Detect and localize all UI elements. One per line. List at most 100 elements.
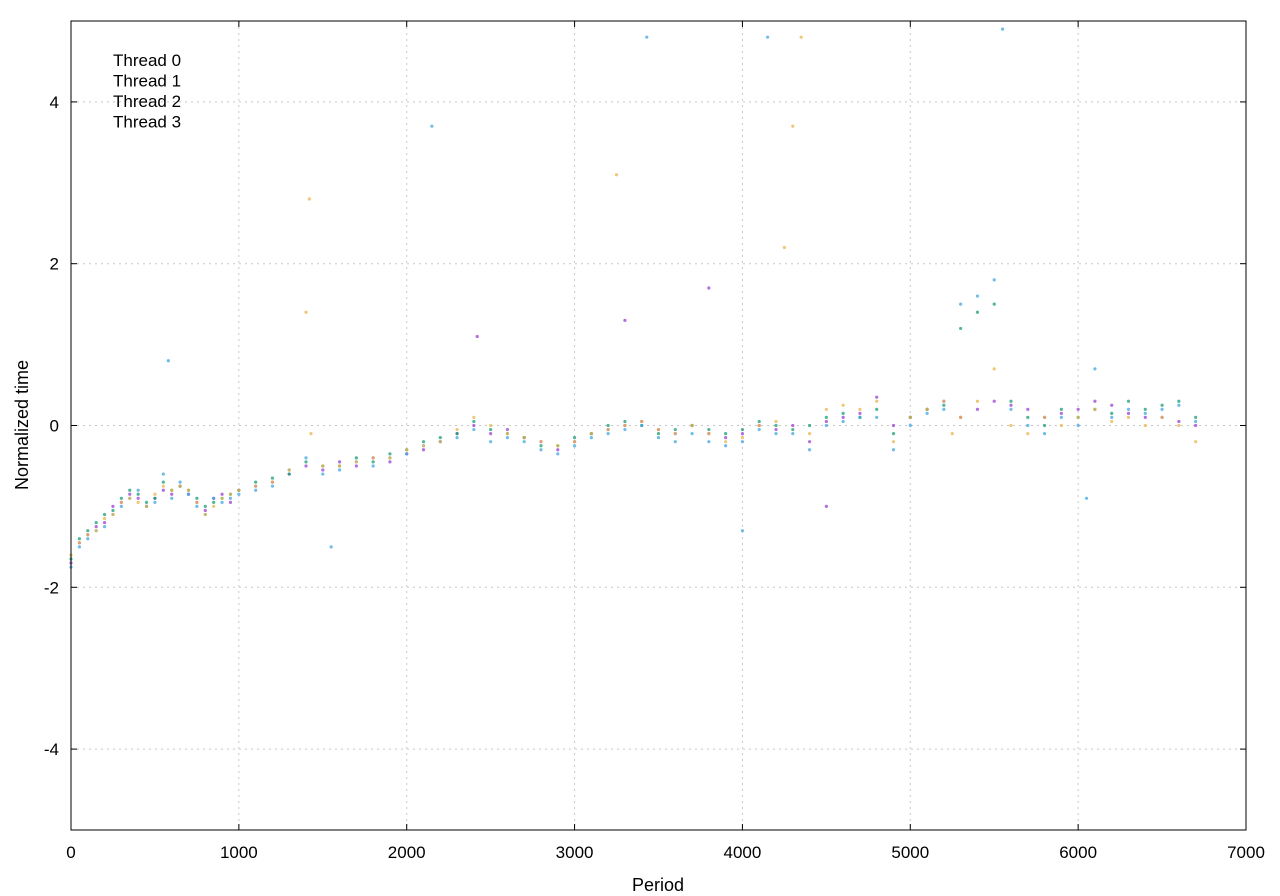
series-1-points (69, 302, 1198, 561)
data-point (791, 427, 795, 432)
data-point (421, 440, 426, 444)
data-point (111, 512, 115, 517)
data-point (170, 488, 174, 492)
data-point (203, 512, 207, 517)
data-point (455, 427, 459, 432)
data-point (925, 411, 929, 415)
data-point (875, 395, 879, 399)
data-point (1093, 399, 1097, 403)
data-point (908, 423, 912, 428)
data-point (505, 436, 510, 440)
data-point (321, 464, 325, 468)
data-point (388, 452, 392, 456)
data-point (1009, 403, 1013, 407)
data-point (371, 460, 375, 464)
data-point (774, 419, 778, 424)
data-point (438, 440, 442, 444)
data-point (136, 492, 140, 496)
data-point (388, 456, 392, 460)
data-point (1194, 440, 1198, 444)
data-point (430, 124, 434, 128)
data-point (975, 407, 980, 411)
data-point (556, 444, 560, 448)
data-point (77, 541, 81, 545)
data-point (782, 245, 786, 250)
data-point (606, 427, 610, 432)
data-point (606, 423, 610, 428)
data-point (1026, 407, 1030, 411)
data-point (841, 415, 845, 420)
data-point (119, 500, 123, 504)
data-point (102, 525, 107, 529)
data-point (166, 359, 170, 363)
data-point (421, 444, 426, 448)
x-tick-label: 7000 (1227, 843, 1265, 862)
data-point (942, 403, 946, 407)
data-point (1110, 415, 1114, 420)
data-point (522, 436, 526, 440)
data-point (992, 302, 996, 306)
data-point (86, 529, 90, 533)
data-point (505, 427, 510, 432)
data-point (1076, 407, 1080, 411)
data-point (102, 512, 107, 517)
data-point (1059, 407, 1063, 411)
data-point (623, 427, 627, 432)
data-point (1177, 399, 1181, 403)
data-point (740, 431, 745, 436)
data-point (807, 431, 812, 436)
data-point (740, 427, 745, 432)
data-point (1009, 407, 1013, 411)
data-point (891, 440, 896, 444)
data-point (614, 173, 619, 177)
data-point (321, 468, 325, 472)
data-point (589, 436, 593, 440)
data-point (86, 533, 90, 537)
data-point (640, 423, 644, 428)
data-point (1177, 403, 1181, 407)
data-point (337, 464, 342, 468)
data-point (740, 436, 745, 440)
data-point (656, 431, 661, 436)
data-point (1009, 399, 1013, 403)
data-point (128, 492, 132, 496)
x-tick-label: 0 (66, 843, 75, 862)
data-point (656, 436, 661, 440)
data-point (1026, 431, 1030, 436)
data-point (195, 500, 199, 504)
data-point (942, 407, 946, 411)
data-point (539, 444, 543, 448)
x-tick-label: 1000 (220, 843, 258, 862)
data-point (161, 488, 165, 492)
data-point (623, 423, 627, 428)
data-point (992, 399, 996, 403)
data-point (875, 415, 879, 420)
data-point (1143, 411, 1147, 415)
data-point (203, 508, 207, 513)
data-point (1076, 415, 1080, 420)
data-point (539, 440, 543, 444)
data-point (220, 492, 224, 496)
data-point (321, 472, 325, 476)
data-point (875, 399, 879, 403)
data-point (774, 427, 778, 432)
data-point (287, 468, 291, 472)
data-point (606, 431, 610, 436)
data-point (161, 472, 165, 476)
data-point (307, 197, 311, 201)
data-point (908, 415, 912, 420)
data-point (891, 448, 896, 452)
data-point (673, 431, 677, 436)
data-point (556, 452, 560, 456)
y-tick-label: 4 (50, 93, 59, 112)
legend-entry: Thread 1 (113, 72, 181, 91)
data-point (724, 440, 728, 444)
data-point (522, 440, 526, 444)
data-point (556, 448, 560, 452)
data-point (824, 419, 828, 424)
data-point (144, 504, 149, 508)
data-point (337, 460, 342, 464)
data-points (69, 27, 1198, 569)
